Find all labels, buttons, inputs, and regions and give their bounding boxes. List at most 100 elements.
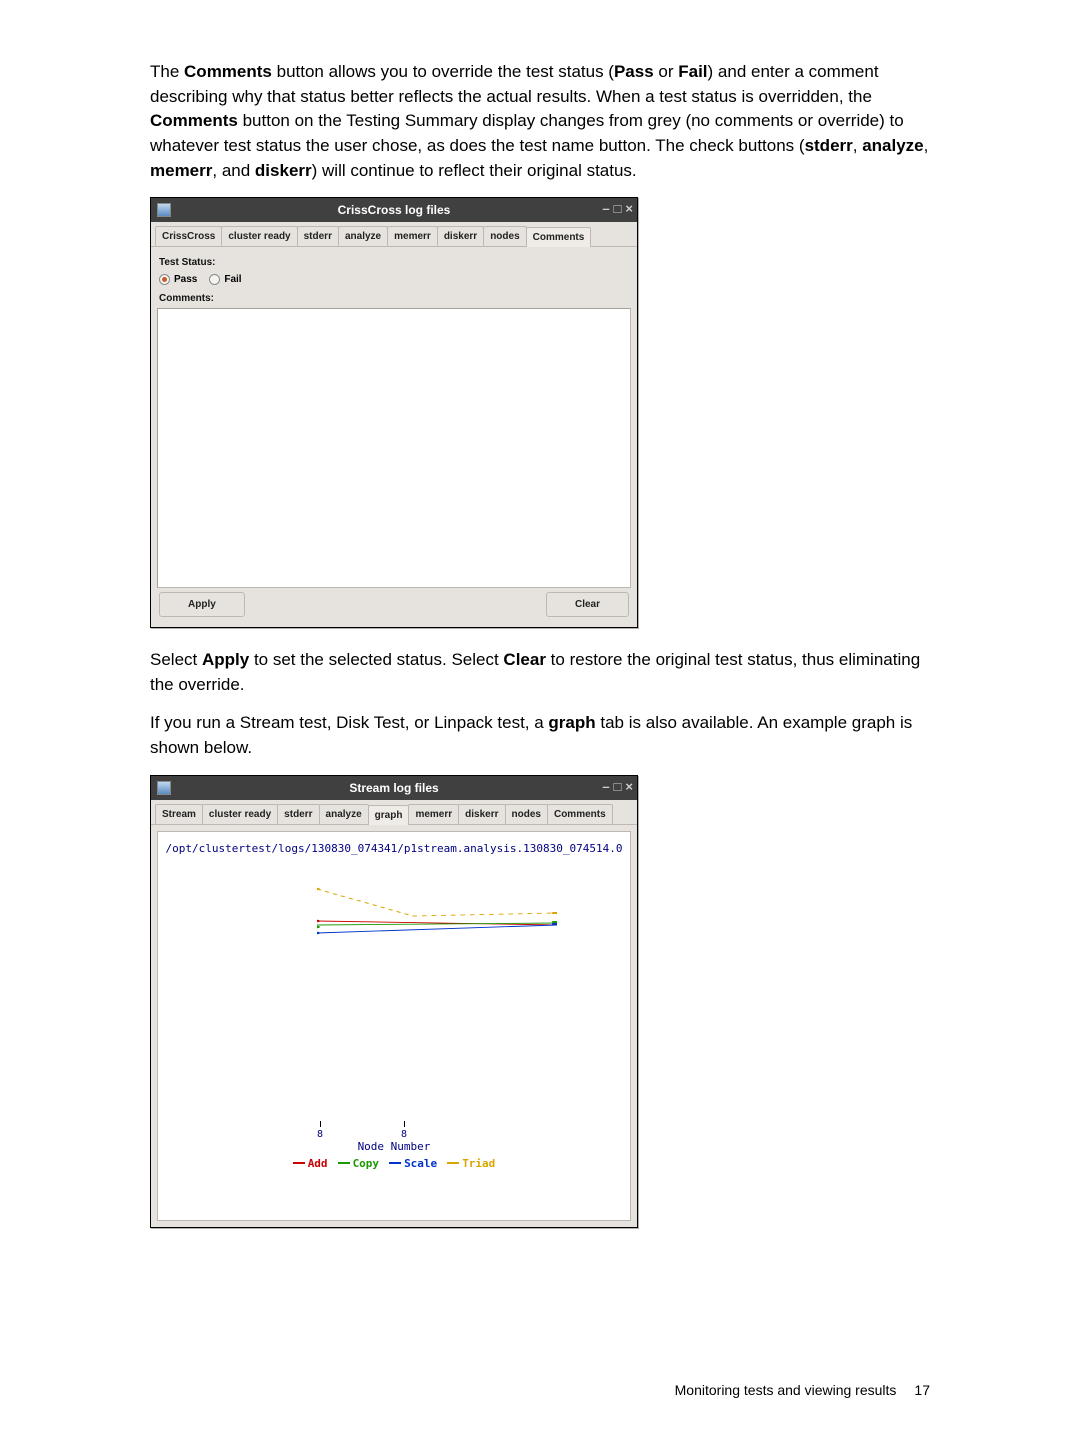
x-axis-ticks: 8 8 — [162, 1129, 562, 1140]
bold: graph — [548, 713, 595, 732]
chart-canvas — [162, 873, 626, 1123]
legend-label: Triad — [462, 1157, 495, 1170]
legend-scale: Scale — [389, 1157, 437, 1170]
series-triad — [317, 889, 557, 916]
tab-diskerr[interactable]: diskerr — [437, 226, 484, 246]
stream-log-window: Stream log files – □ × Stream cluster re… — [150, 775, 638, 1228]
minimize-icon[interactable]: – — [602, 200, 609, 218]
app-icon — [157, 203, 171, 217]
status-radio-group: Pass Fail — [157, 272, 631, 289]
close-icon[interactable]: × — [625, 200, 633, 218]
radio-fail-label: Fail — [224, 274, 241, 285]
titlebar[interactable]: Stream log files – □ × — [151, 776, 637, 800]
tab-diskerr[interactable]: diskerr — [458, 804, 505, 824]
bold: Fail — [678, 62, 707, 81]
tab-crisscross[interactable]: CrissCross — [155, 226, 222, 246]
chart-title: /opt/clustertest/logs/130830_074341/p1st… — [162, 842, 626, 855]
bold: Clear — [503, 650, 546, 669]
text: button on the Testing Summary display ch… — [150, 111, 904, 155]
series-scale — [317, 925, 557, 933]
tab-stream[interactable]: Stream — [155, 804, 203, 824]
paragraph-graph-tab: If you run a Stream test, Disk Test, or … — [150, 711, 930, 760]
bold: stderr — [805, 136, 853, 155]
text: If you run a Stream test, Disk Test, or … — [150, 713, 548, 732]
marker-scale — [317, 932, 320, 934]
radio-pass[interactable] — [159, 274, 170, 285]
paragraph-apply-clear: Select Apply to set the selected status.… — [150, 648, 930, 697]
legend-triad: Triad — [447, 1157, 495, 1170]
graph-panel: /opt/clustertest/logs/130830_074341/p1st… — [151, 825, 637, 1227]
tab-cluster-ready[interactable]: cluster ready — [221, 226, 297, 246]
legend-mark-scale — [389, 1162, 401, 1164]
marker-copy-end — [552, 921, 557, 923]
bold: analyze — [862, 136, 923, 155]
text: ) will continue to reflect their origina… — [312, 161, 637, 180]
close-icon[interactable]: × — [625, 778, 633, 796]
tab-nodes[interactable]: nodes — [483, 226, 526, 246]
marker-scale-end — [552, 923, 557, 925]
text: , — [853, 136, 862, 155]
x-tick: 8 — [317, 1129, 323, 1140]
bold: Pass — [614, 62, 654, 81]
legend-label: Add — [308, 1157, 328, 1170]
chart-legend: Add Copy Scale Triad — [162, 1157, 626, 1170]
legend-mark-copy — [338, 1162, 350, 1164]
text: Select — [150, 650, 202, 669]
bold: Comments — [150, 111, 238, 130]
legend-copy: Copy — [338, 1157, 380, 1170]
marker-add — [317, 920, 320, 922]
chart-plot — [317, 883, 557, 943]
tab-nodes[interactable]: nodes — [505, 804, 548, 824]
comments-textarea[interactable] — [157, 308, 631, 588]
window-title: Stream log files — [349, 781, 438, 795]
footer-section: Monitoring tests and viewing results — [675, 1382, 897, 1398]
window-title: CrissCross log files — [338, 203, 451, 217]
tab-comments[interactable]: Comments — [547, 804, 613, 824]
text: or — [654, 62, 679, 81]
tab-memerr[interactable]: memerr — [408, 804, 459, 824]
x-axis-label: Node Number — [162, 1140, 626, 1153]
app-icon — [157, 781, 171, 795]
titlebar[interactable]: CrissCross log files – □ × — [151, 198, 637, 222]
x-tick: 8 — [401, 1129, 407, 1140]
footer-page-number: 17 — [914, 1382, 930, 1398]
legend-mark-triad — [447, 1162, 459, 1164]
legend-mark-add — [293, 1162, 305, 1164]
legend-label: Copy — [353, 1157, 380, 1170]
bold: Comments — [184, 62, 272, 81]
bold: diskerr — [255, 161, 312, 180]
tabs-row: CrissCross cluster ready stderr analyze … — [151, 222, 637, 247]
tab-memerr[interactable]: memerr — [387, 226, 438, 246]
page-footer: Monitoring tests and viewing results 17 — [675, 1382, 930, 1398]
text: , and — [212, 161, 255, 180]
maximize-icon[interactable]: □ — [614, 778, 622, 796]
comments-panel: Test Status: Pass Fail Comments: Apply C… — [151, 247, 637, 627]
tab-cluster-ready[interactable]: cluster ready — [202, 804, 278, 824]
tab-analyze[interactable]: analyze — [319, 804, 369, 824]
radio-fail[interactable] — [209, 274, 220, 285]
legend-label: Scale — [404, 1157, 437, 1170]
marker-copy — [317, 926, 320, 928]
tabs-row: Stream cluster ready stderr analyze grap… — [151, 800, 637, 825]
tab-comments[interactable]: Comments — [526, 227, 592, 247]
tab-analyze[interactable]: analyze — [338, 226, 388, 246]
crisscross-log-window: CrissCross log files – □ × CrissCross cl… — [150, 197, 638, 628]
tab-graph[interactable]: graph — [368, 805, 410, 825]
marker-triad-end — [552, 912, 557, 914]
paragraph-comments-button: The Comments button allows you to overri… — [150, 60, 930, 183]
apply-button[interactable]: Apply — [159, 592, 245, 617]
text: to set the selected status. Select — [249, 650, 503, 669]
radio-pass-label: Pass — [174, 274, 197, 285]
tab-stderr[interactable]: stderr — [297, 226, 339, 246]
bold: Apply — [202, 650, 249, 669]
comments-label: Comments: — [157, 289, 631, 308]
text: , — [924, 136, 929, 155]
minimize-icon[interactable]: – — [602, 778, 609, 796]
clear-button[interactable]: Clear — [546, 592, 629, 617]
text: button allows you to override the test s… — [272, 62, 614, 81]
maximize-icon[interactable]: □ — [614, 200, 622, 218]
test-status-label: Test Status: — [157, 253, 631, 272]
chart-area: /opt/clustertest/logs/130830_074341/p1st… — [157, 831, 631, 1221]
tab-stderr[interactable]: stderr — [277, 804, 319, 824]
bold: memerr — [150, 161, 212, 180]
